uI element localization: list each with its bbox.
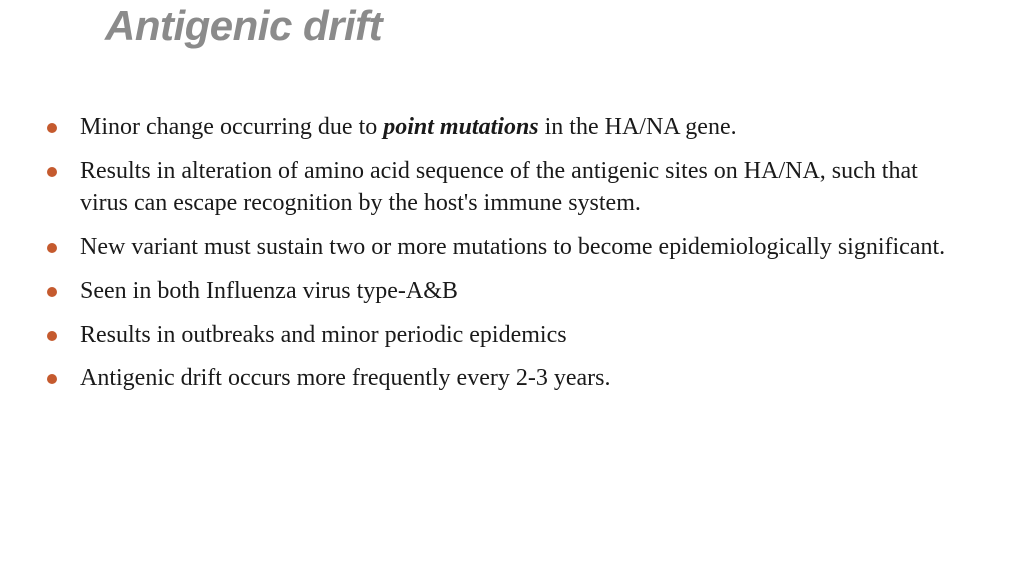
bullet-text-pre: New variant must sustain two or more mut… — [80, 234, 945, 260]
list-item: Antigenic drift occurs more frequently e… — [35, 363, 964, 395]
slide-title: Antigenic drift — [0, 0, 1024, 50]
list-item: Minor change occurring due to point muta… — [35, 112, 964, 144]
list-item: Results in outbreaks and minor periodic … — [35, 320, 964, 352]
list-item: New variant must sustain two or more mut… — [35, 232, 964, 264]
bullet-text-pre: Seen in both Influenza virus type-A&B — [80, 278, 458, 304]
bullet-text-pre: Antigenic drift occurs more frequently e… — [80, 365, 610, 391]
bullet-text-pre: Results in outbreaks and minor periodic … — [80, 322, 567, 348]
list-item: Seen in both Influenza virus type-A&B — [35, 276, 964, 308]
bullet-text-post: in the HA/NA gene. — [539, 114, 737, 140]
bullet-text-pre: Minor change occurring due to — [80, 114, 383, 140]
list-item: Results in alteration of amino acid sequ… — [35, 156, 964, 220]
bullet-text-emph: point mutations — [383, 114, 538, 140]
bullet-text-pre: Results in alteration of amino acid sequ… — [80, 158, 918, 216]
slide-content: Minor change occurring due to point muta… — [0, 50, 1024, 395]
bullet-list: Minor change occurring due to point muta… — [35, 112, 964, 395]
slide: Antigenic drift Minor change occurring d… — [0, 0, 1024, 576]
